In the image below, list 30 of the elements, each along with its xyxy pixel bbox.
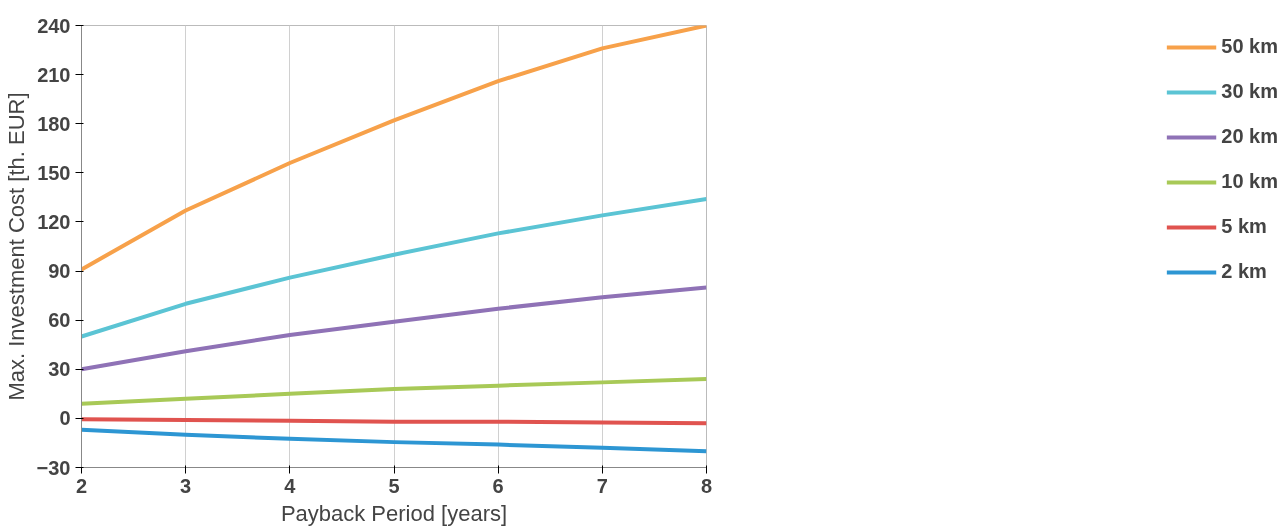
legend-label: 10 km	[1221, 170, 1278, 193]
line-series	[81, 427, 707, 454]
y-tick-label: 90	[48, 260, 71, 283]
x-axis-title: Payback Period [years]	[280, 500, 508, 526]
y-tick-label: −30	[36, 456, 71, 479]
y-tick-label: 210	[37, 63, 71, 86]
y-tick-label: 0	[59, 407, 71, 430]
legend-label: 2 km	[1221, 260, 1267, 283]
y-tick-label: 60	[48, 309, 71, 332]
line-series	[81, 377, 707, 406]
y-tick-label: 120	[37, 210, 71, 233]
y-tick-label: 30	[48, 358, 71, 381]
legend-label: 30 km	[1221, 80, 1278, 103]
line-series	[81, 285, 707, 372]
legend-label: 50 km	[1221, 35, 1278, 58]
x-tick-label: 4	[284, 474, 297, 497]
x-tick-label: 6	[492, 474, 504, 497]
y-tick-label: 180	[37, 112, 71, 135]
x-tick-label: 5	[388, 474, 400, 497]
legend-label: 5 km	[1221, 215, 1267, 238]
legend-label: 20 km	[1221, 125, 1278, 148]
y-tick-label: 240	[37, 14, 71, 37]
y-axis-title: Max. Investment Cost [th. EUR]	[3, 92, 29, 401]
x-tick-label: 7	[596, 474, 608, 497]
line-series	[81, 25, 707, 272]
line-series	[81, 197, 707, 339]
x-tick-label: 3	[180, 474, 192, 497]
x-tick-label: 2	[75, 474, 88, 497]
y-tick-label: 150	[37, 161, 71, 184]
x-tick-label: 8	[700, 474, 713, 497]
